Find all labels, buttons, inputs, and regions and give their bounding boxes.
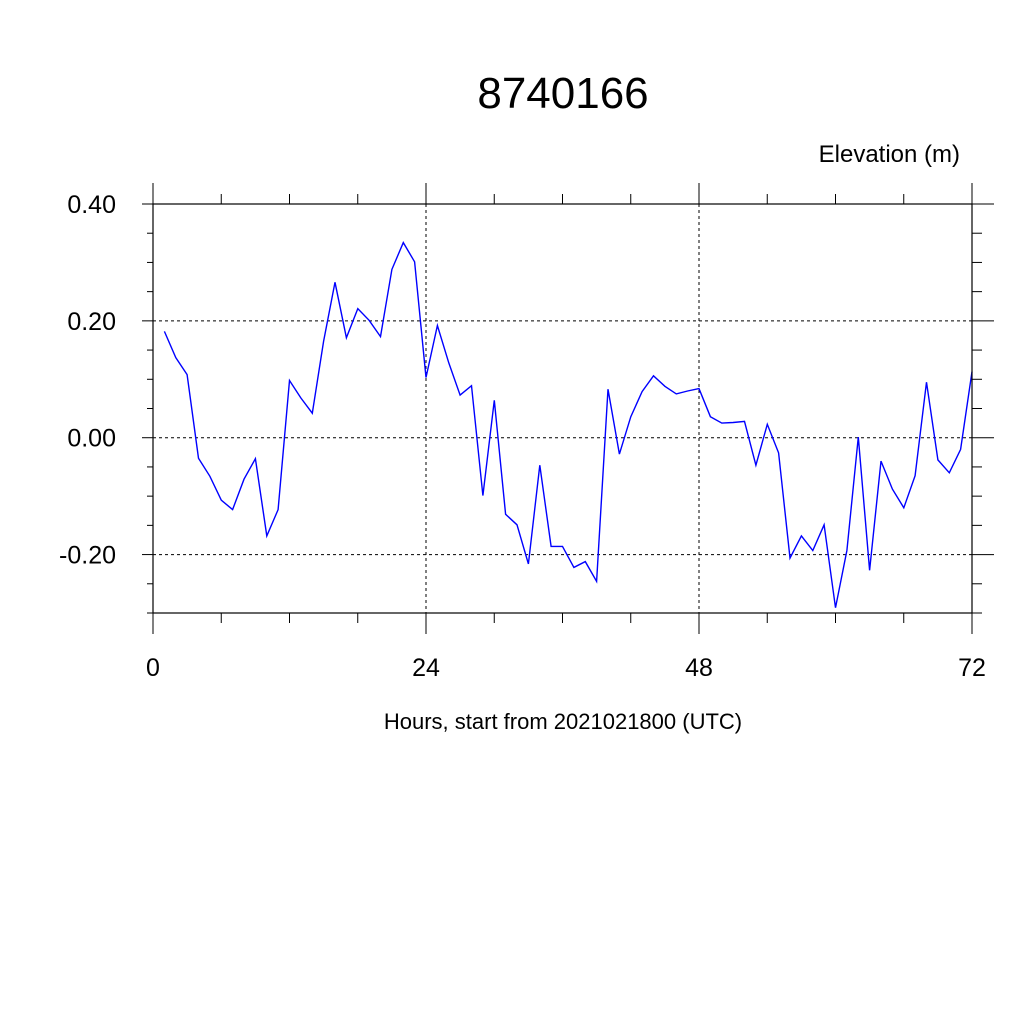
minor-ticks [147,194,982,623]
x-tick-label: 24 [412,654,440,682]
x-tick-label: 48 [685,654,713,682]
plot-series [163,241,973,608]
x-tick-label: 0 [146,654,160,682]
y-tick-label: 0.20 [67,308,116,336]
y-tick-label: 0.40 [67,191,116,219]
plot-frame [152,203,973,614]
y-axis-label: Elevation (m) [819,141,960,168]
elevation-series-line [163,241,973,608]
major-ticks [142,183,994,634]
x-tick-label: 72 [958,654,986,682]
chart-title: 8740166 [477,69,648,118]
y-tick-label: -0.20 [59,542,116,570]
tick-labels: 0.40 0.20 0.00 -0.20 0 24 48 72 [59,191,986,682]
x-axis-label: Hours, start from 2021021800 (UTC) [384,709,742,734]
y-tick-label: 0.00 [67,425,116,453]
grid-lines [152,203,973,613]
